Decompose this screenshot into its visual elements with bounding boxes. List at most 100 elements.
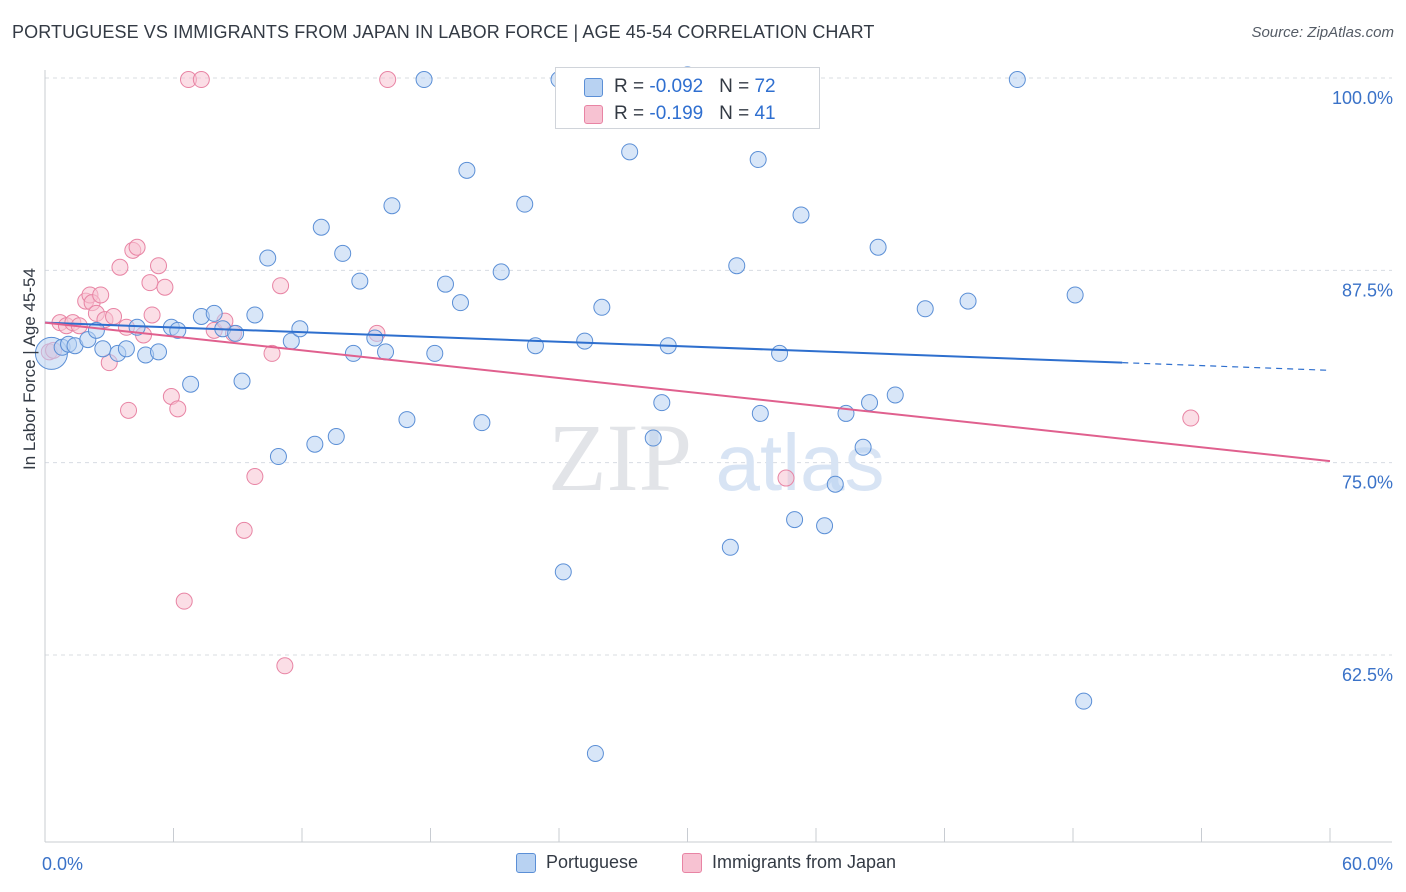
data-point-japan [169, 400, 187, 418]
data-point-japan [272, 277, 290, 295]
data-point-portuguese [87, 321, 105, 339]
stats-r-label: R = [614, 76, 650, 97]
data-point-portuguese [351, 272, 369, 290]
data-point-portuguese [473, 414, 491, 432]
data-point-portuguese [366, 329, 384, 347]
stats-swatch-japan [584, 104, 603, 124]
trend-lines [44, 321, 1331, 463]
data-point-portuguese [586, 744, 604, 762]
y-tick-label: 75.0% [1342, 473, 1393, 493]
data-point-portuguese [451, 294, 469, 312]
legend-item-japan[interactable]: Immigrants from Japan [682, 852, 896, 873]
data-point-portuguese [792, 206, 810, 224]
trend-line-portuguese-extension [1122, 362, 1331, 371]
watermark-atlas: atlas [716, 418, 885, 507]
tick-labels: 62.5% 75.0% 87.5% 100.0% 0.0% 60.0% [42, 88, 1393, 874]
data-point-portuguese [398, 411, 416, 429]
data-point-japan [105, 307, 123, 325]
data-point-portuguese [653, 394, 671, 412]
stats-r-label: R = [614, 103, 650, 124]
data-point-portuguese [861, 394, 879, 412]
data-point-japan [111, 258, 129, 276]
data-point-portuguese [150, 343, 168, 361]
axes [44, 70, 1392, 843]
stats-r-value: -0.092 [649, 76, 704, 97]
data-point-portuguese [751, 404, 769, 422]
stats-legend: R = -0.092 N = 72 R = -0.199 N = 41 [555, 67, 820, 129]
data-point-portuguese [1008, 71, 1026, 89]
source-label: Source: ZipAtlas.com [1251, 24, 1394, 41]
data-point-portuguese [721, 538, 739, 556]
x-tick-label: 0.0% [42, 854, 83, 874]
data-point-japan [276, 657, 294, 675]
data-point-portuguese [959, 292, 977, 310]
data-point-portuguese [1075, 692, 1093, 710]
legend-label-japan: Immigrants from Japan [712, 852, 897, 872]
trend-line-japan [44, 321, 1331, 463]
data-point-portuguese [458, 161, 476, 179]
data-point-portuguese [426, 344, 444, 362]
data-point-japan [128, 238, 146, 256]
chart-title: PORTUGUESE VS IMMIGRANTS FROM JAPAN IN L… [12, 22, 875, 42]
data-point-portuguese [233, 372, 251, 390]
data-point-portuguese [169, 321, 187, 339]
data-point-japan [379, 71, 397, 89]
data-point-japan [263, 344, 281, 362]
data-point-portuguese [377, 343, 395, 361]
stats-n-label: N = [719, 76, 755, 97]
data-point-portuguese [749, 151, 767, 169]
data-point-japan [150, 257, 168, 275]
data-point-portuguese [492, 263, 510, 281]
trend-line-portuguese [44, 321, 1123, 364]
stats-n-label: N = [719, 103, 755, 124]
legend-label-portuguese: Portuguese [546, 852, 639, 872]
stats-n-value: 72 [754, 76, 776, 97]
watermark: ZIP atlas [548, 404, 884, 511]
data-point-portuguese [415, 71, 433, 89]
data-point-portuguese [344, 344, 362, 362]
data-point-portuguese [94, 340, 112, 358]
legend-swatch-japan [682, 852, 702, 873]
data-point-portuguese [436, 275, 454, 293]
data-point-japan [246, 468, 264, 486]
data-point-portuguese [269, 448, 287, 466]
data-point-portuguese [334, 244, 352, 262]
data-point-japan [156, 278, 174, 296]
data-point-japan [1182, 409, 1200, 427]
watermark-zip: ZIP [548, 404, 692, 511]
data-point-japan [143, 306, 161, 324]
data-point-portuguese [1066, 286, 1084, 304]
grid-lines [45, 77, 1392, 656]
data-point-japan [175, 592, 193, 610]
data-point-portuguese [312, 218, 330, 236]
data-point-portuguese [916, 300, 934, 318]
data-point-portuguese [576, 332, 594, 350]
data-point-portuguese [786, 511, 804, 529]
data-point-japan [235, 521, 253, 539]
legend-item-portuguese[interactable]: Portuguese [516, 852, 638, 873]
y-axis-label: In Labor Force | Age 45-54 [20, 268, 39, 470]
data-point-portuguese [728, 257, 746, 275]
data-point-portuguese [621, 143, 639, 161]
data-point-japan [92, 286, 110, 304]
data-point-portuguese [182, 375, 200, 393]
y-tick-label: 62.5% [1342, 665, 1393, 685]
data-point-portuguese [246, 306, 264, 324]
y-tick-label: 87.5% [1342, 280, 1393, 300]
data-point-portuguese [327, 428, 345, 446]
stats-n-value: 41 [754, 103, 776, 124]
stats-swatch-portuguese [584, 77, 603, 97]
data-point-portuguese [291, 320, 309, 338]
data-point-portuguese [205, 304, 223, 322]
legend-swatch-portuguese [516, 852, 536, 873]
data-point-portuguese [516, 195, 534, 213]
series-japan-points [40, 71, 1200, 675]
data-point-portuguese [826, 475, 844, 493]
data-point-portuguese [554, 563, 572, 581]
data-point-portuguese [593, 298, 611, 316]
data-point-japan [192, 71, 210, 89]
data-point-portuguese [886, 386, 904, 404]
data-point-portuguese [854, 438, 872, 456]
data-point-portuguese [306, 435, 324, 453]
